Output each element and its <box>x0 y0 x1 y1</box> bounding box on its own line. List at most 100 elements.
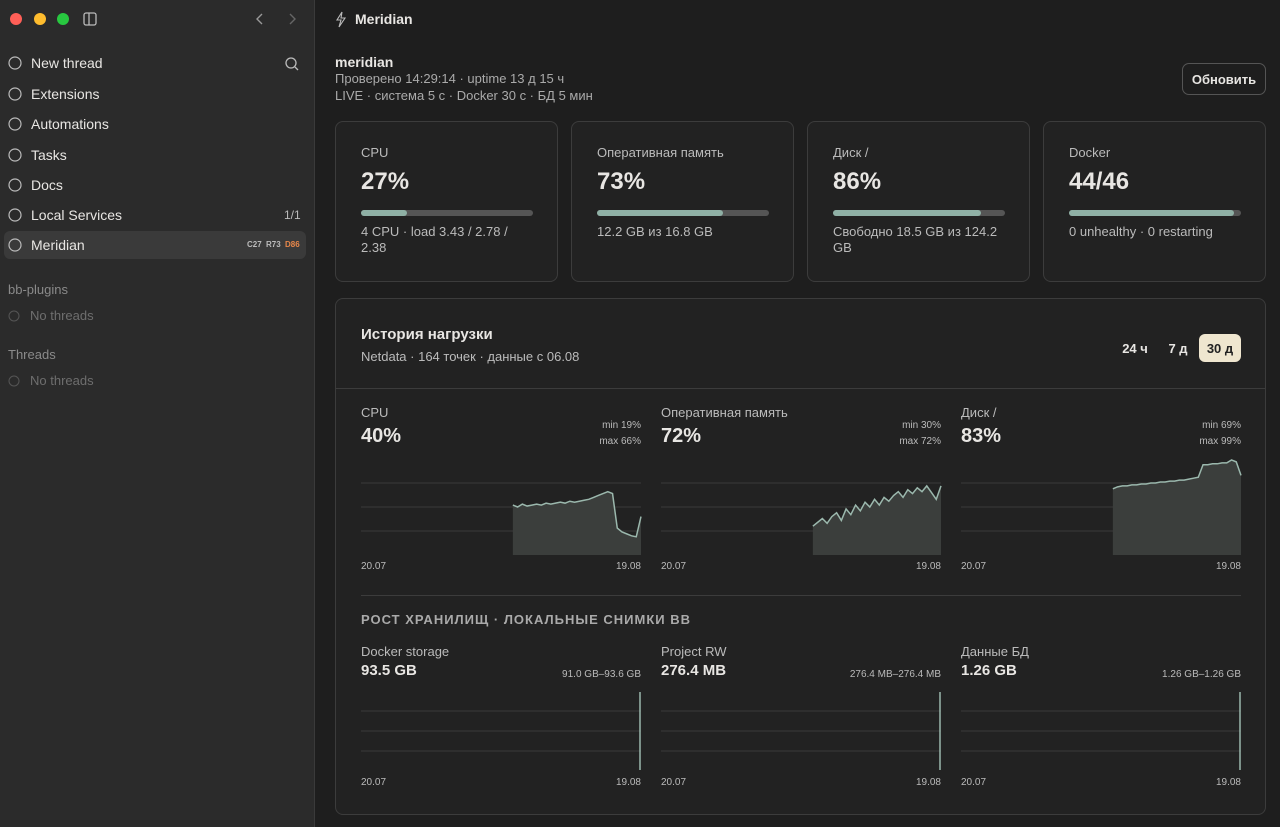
section-title: Threads <box>8 347 56 362</box>
nav-item: Local Services <box>31 207 123 223</box>
live: LIVE · система 5 с · Docker 30 с · БД 5 … <box>335 88 593 103</box>
history-title: История нагрузки <box>361 326 493 343</box>
chart-label: CPU <box>361 405 389 420</box>
storage-label: Данные БД <box>961 644 1029 659</box>
bar-fill <box>1069 210 1234 216</box>
refresh-button[interactable]: Обновить <box>1182 63 1266 95</box>
nav-badge: C27 <box>247 240 262 249</box>
chart-max: max 66% <box>599 436 641 447</box>
nav-icon <box>8 238 22 252</box>
card-value: 27% <box>361 168 410 195</box>
chart-min: min 69% <box>1202 420 1241 431</box>
nav-item: Automations <box>31 116 109 132</box>
storage-label: Project RW <box>661 644 727 659</box>
zoom[interactable] <box>57 13 69 25</box>
x-label: 19.08 <box>615 777 641 788</box>
minimize[interactable] <box>34 13 46 25</box>
bar-fill <box>361 210 408 216</box>
history-panel <box>335 298 1266 815</box>
chart-label: Диск / <box>961 405 997 420</box>
host: meridian <box>335 54 394 70</box>
chart-max: max 99% <box>1199 436 1241 447</box>
card-label: Оперативная память <box>597 145 724 160</box>
empty-icon <box>8 310 20 322</box>
storage-label: Docker storage <box>361 644 450 659</box>
storage-value: 93.5 GB <box>361 662 417 679</box>
storage-range: 91.0 GB–93.6 GB <box>562 669 641 680</box>
nav-item: Extensions <box>31 86 100 102</box>
section-empty: No threads <box>30 373 94 388</box>
x-label: 20.07 <box>361 561 387 572</box>
card-label: Диск / <box>833 145 869 160</box>
nav-badge: R73 <box>266 240 281 249</box>
nav-icon <box>8 117 22 131</box>
chart-max: max 72% <box>899 436 941 447</box>
card-detail: 0 unhealthy · 0 restarting <box>1069 224 1213 239</box>
line <box>512 490 642 538</box>
nav-icon <box>8 208 22 222</box>
line <box>1112 459 1242 490</box>
nav-icon <box>8 87 22 101</box>
nav-selected <box>4 231 306 259</box>
storage-range: 1.26 GB–1.26 GB <box>1162 669 1241 680</box>
empty-icon <box>8 375 20 387</box>
x-label: 19.08 <box>615 561 641 572</box>
x-label: 20.07 <box>961 777 987 788</box>
search[interactable] <box>285 57 297 69</box>
nav-icon <box>8 56 22 70</box>
card-detail: 12.2 GB из 16.8 GB <box>597 224 713 239</box>
card <box>1043 121 1266 282</box>
x-label: 20.07 <box>961 561 987 572</box>
chart-label: Оперативная память <box>661 405 788 420</box>
range-button[interactable]: 30 д <box>1199 334 1241 362</box>
divider <box>336 388 1265 389</box>
section-title: bb-plugins <box>8 282 68 297</box>
nav-item: New thread <box>31 55 103 71</box>
storage-value: 1.26 GB <box>961 662 1017 679</box>
area <box>512 491 641 555</box>
storage-title: РОСТ ХРАНИЛИЩ · ЛОКАЛЬНЫЕ СНИМКИ BB <box>361 612 692 627</box>
range-button[interactable]: 7 д <box>1168 340 1188 356</box>
nav-icon <box>8 148 22 162</box>
history-subtitle: Netdata · 164 точек · данные с 06.08 <box>361 349 580 364</box>
area <box>812 485 941 555</box>
divider <box>361 595 1241 596</box>
sidebar-toggle[interactable] <box>83 12 97 26</box>
x-label: 19.08 <box>1215 777 1241 788</box>
header-icon <box>336 11 347 28</box>
checked: Проверено 14:29:14 · uptime 13 д 15 ч <box>335 71 565 86</box>
chart-min: min 19% <box>602 420 641 431</box>
card <box>807 121 1030 282</box>
x-label: 20.07 <box>661 777 687 788</box>
back[interactable] <box>256 13 263 25</box>
card-value: 44/46 <box>1069 168 1130 195</box>
sidebar <box>0 0 315 827</box>
card-detail: Свободно 18.5 GB из 124.2 GB <box>833 224 998 255</box>
chart-min: min 30% <box>902 420 941 431</box>
forward[interactable] <box>289 13 296 25</box>
range-button[interactable]: 24 ч <box>1122 340 1148 356</box>
line <box>812 484 942 527</box>
nav-badge: D86 <box>285 240 300 249</box>
nav-icon <box>8 178 22 192</box>
nav-item: Docs <box>31 177 63 193</box>
x-label: 20.07 <box>661 561 687 572</box>
card <box>571 121 794 282</box>
x-label: 19.08 <box>915 777 941 788</box>
nav-count: 1/1 <box>284 208 301 222</box>
nav-item: Tasks <box>31 147 67 163</box>
search-handle <box>294 66 299 71</box>
header-title: Meridian <box>355 11 413 27</box>
storage-value: 276.4 MB <box>661 662 727 679</box>
nav-item: Meridian <box>31 237 85 253</box>
section-empty: No threads <box>30 308 94 323</box>
storage-range: 276.4 MB–276.4 MB <box>849 669 941 680</box>
x-label: 20.07 <box>361 777 387 788</box>
card-value: 86% <box>833 168 882 195</box>
card-value: 73% <box>597 168 646 195</box>
close[interactable] <box>10 13 22 25</box>
area <box>1112 459 1241 555</box>
bar-fill <box>833 210 981 216</box>
